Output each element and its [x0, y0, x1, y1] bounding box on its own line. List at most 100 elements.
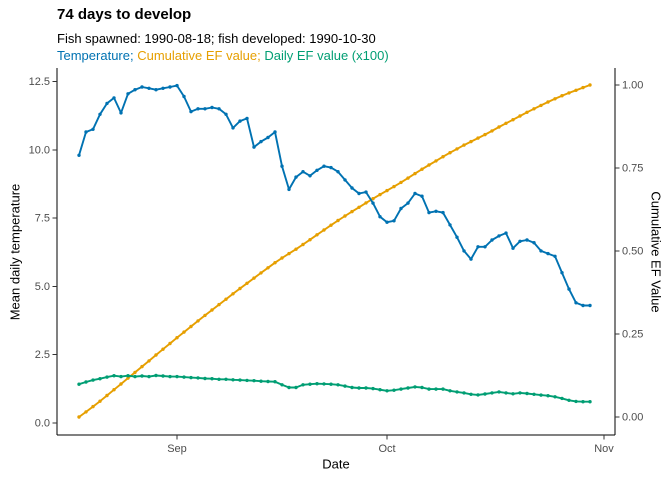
temperature-series-point — [406, 201, 410, 205]
legend-segment-1: Cumulative EF value; — [133, 48, 261, 63]
cumulative-ef-series-point — [364, 201, 368, 205]
daily-ef-series-point — [126, 374, 130, 378]
chart-subtitle: Fish spawned: 1990-08-18; fish developed… — [57, 31, 376, 46]
daily-ef-series-point — [77, 382, 81, 386]
y-axis-left-ticks: 0.0 2.5 5.0 7.5 10.0 12.5 — [29, 76, 57, 430]
temperature-series-point — [511, 246, 515, 250]
daily-ef-series-point — [406, 386, 410, 390]
cumulative-ef-series-point — [126, 376, 130, 380]
temperature-series-point — [462, 249, 466, 253]
cumulative-ef-series-point — [371, 197, 375, 201]
daily-ef-series-point — [497, 390, 501, 394]
temperature-series-point — [392, 219, 396, 223]
cumulative-ef-series-point — [329, 223, 333, 227]
daily-ef-series-point — [210, 377, 214, 381]
temperature-series-point — [245, 116, 249, 121]
daily-ef-series-point — [140, 374, 144, 378]
cumulative-ef-series-point — [469, 139, 473, 144]
daily-ef-series-point — [546, 394, 550, 398]
temperature-series-point — [329, 165, 333, 170]
temperature-series-point — [91, 127, 95, 131]
daily-ef-series-point — [168, 374, 172, 379]
cumulative-ef-series-point — [490, 129, 494, 133]
daily-ef-series-point — [308, 382, 312, 386]
x-tick-label: Oct — [378, 443, 395, 455]
daily-ef-series-line — [78, 374, 591, 403]
temperature-series-point — [203, 107, 207, 111]
daily-ef-series-point — [224, 377, 228, 381]
cumulative-ef-series-line — [78, 84, 591, 418]
daily-ef-series-point — [462, 391, 466, 395]
cumulative-ef-series-point — [203, 313, 207, 318]
daily-ef-series-point — [329, 382, 333, 386]
daily-ef-series-point — [322, 382, 326, 386]
temperature-series-point — [336, 170, 340, 174]
cumulative-ef-series-point — [483, 132, 487, 137]
cumulative-ef-series-point — [455, 147, 459, 151]
temperature-series-point — [357, 191, 361, 196]
temperature-series-point — [483, 245, 487, 249]
cumulative-ef-series-point — [245, 281, 249, 285]
cumulative-ef-series-point — [350, 209, 354, 214]
cumulative-ef-series-point — [280, 256, 284, 260]
temperature-series-point — [504, 231, 508, 235]
cumulative-ef-series-point — [105, 393, 109, 398]
daily-ef-series-point — [364, 386, 368, 390]
cumulative-ef-series-point — [336, 218, 340, 223]
cumulative-ef-series-point — [497, 125, 501, 129]
temperature-series-point — [448, 223, 452, 227]
temperature-series-point — [189, 109, 193, 114]
daily-ef-series-point — [448, 389, 452, 393]
temperature-series-point — [231, 126, 235, 130]
temperature-series-point — [518, 239, 522, 243]
daily-ef-series-point — [182, 375, 186, 379]
cumulative-ef-series-point — [413, 171, 417, 176]
cumulative-ef-series-point — [147, 359, 151, 363]
cumulative-ef-series-point — [462, 143, 466, 147]
temperature-series-point — [147, 86, 151, 91]
temperature-series-point — [217, 107, 221, 111]
legend-segment-2: Daily EF value (x100) — [260, 48, 389, 63]
daily-ef-series-point — [567, 398, 571, 402]
cumulative-ef-series-point — [189, 324, 193, 329]
temperature-series-point — [378, 215, 382, 219]
daily-ef-series-point — [371, 386, 375, 391]
y-right-tick-label: 1.00 — [622, 80, 643, 92]
daily-ef-series-point — [588, 400, 592, 404]
daily-ef-series-point — [483, 392, 487, 396]
temperature-series-point — [455, 235, 459, 239]
temperature-series-point — [182, 94, 186, 99]
y-axis-title-right: Cumulative EF Value — [648, 191, 664, 313]
daily-ef-series-point — [560, 396, 564, 401]
cumulative-ef-series-point — [210, 308, 214, 312]
cumulative-ef-series-point — [357, 205, 361, 209]
daily-ef-series-point — [238, 378, 242, 382]
daily-ef-series-point — [385, 389, 389, 393]
daily-ef-series-point — [273, 380, 277, 384]
daily-ef-series-point — [287, 385, 291, 390]
cumulative-ef-series-point — [287, 251, 291, 256]
cumulative-ef-series-point — [441, 155, 445, 159]
daily-ef-series-point — [553, 395, 557, 399]
daily-ef-series-point — [105, 375, 109, 379]
temperature-series-point — [371, 201, 375, 205]
temperature-series-point — [350, 186, 354, 190]
daily-ef-series-point — [343, 384, 347, 388]
cumulative-ef-series-point — [427, 163, 431, 167]
cumulative-ef-series-point — [553, 97, 557, 101]
cumulative-ef-series-point — [308, 238, 312, 242]
daily-ef-series-point — [84, 380, 88, 384]
daily-ef-series-point — [581, 400, 585, 404]
temperature-series-point — [266, 135, 270, 140]
cumulative-ef-series-point — [574, 88, 578, 93]
temperature-series-point — [175, 83, 179, 88]
temperature-series-point — [490, 238, 494, 242]
cumulative-ef-series-point — [133, 370, 137, 375]
temperature-series-point — [84, 130, 88, 134]
y-axis-title-left: Mean daily temperature — [7, 183, 23, 321]
cumulative-ef-series-point — [98, 399, 102, 403]
cumulative-ef-series-point — [539, 103, 543, 108]
y-left-tick-label: 7.5 — [35, 213, 50, 225]
daily-ef-series-point — [154, 373, 158, 378]
